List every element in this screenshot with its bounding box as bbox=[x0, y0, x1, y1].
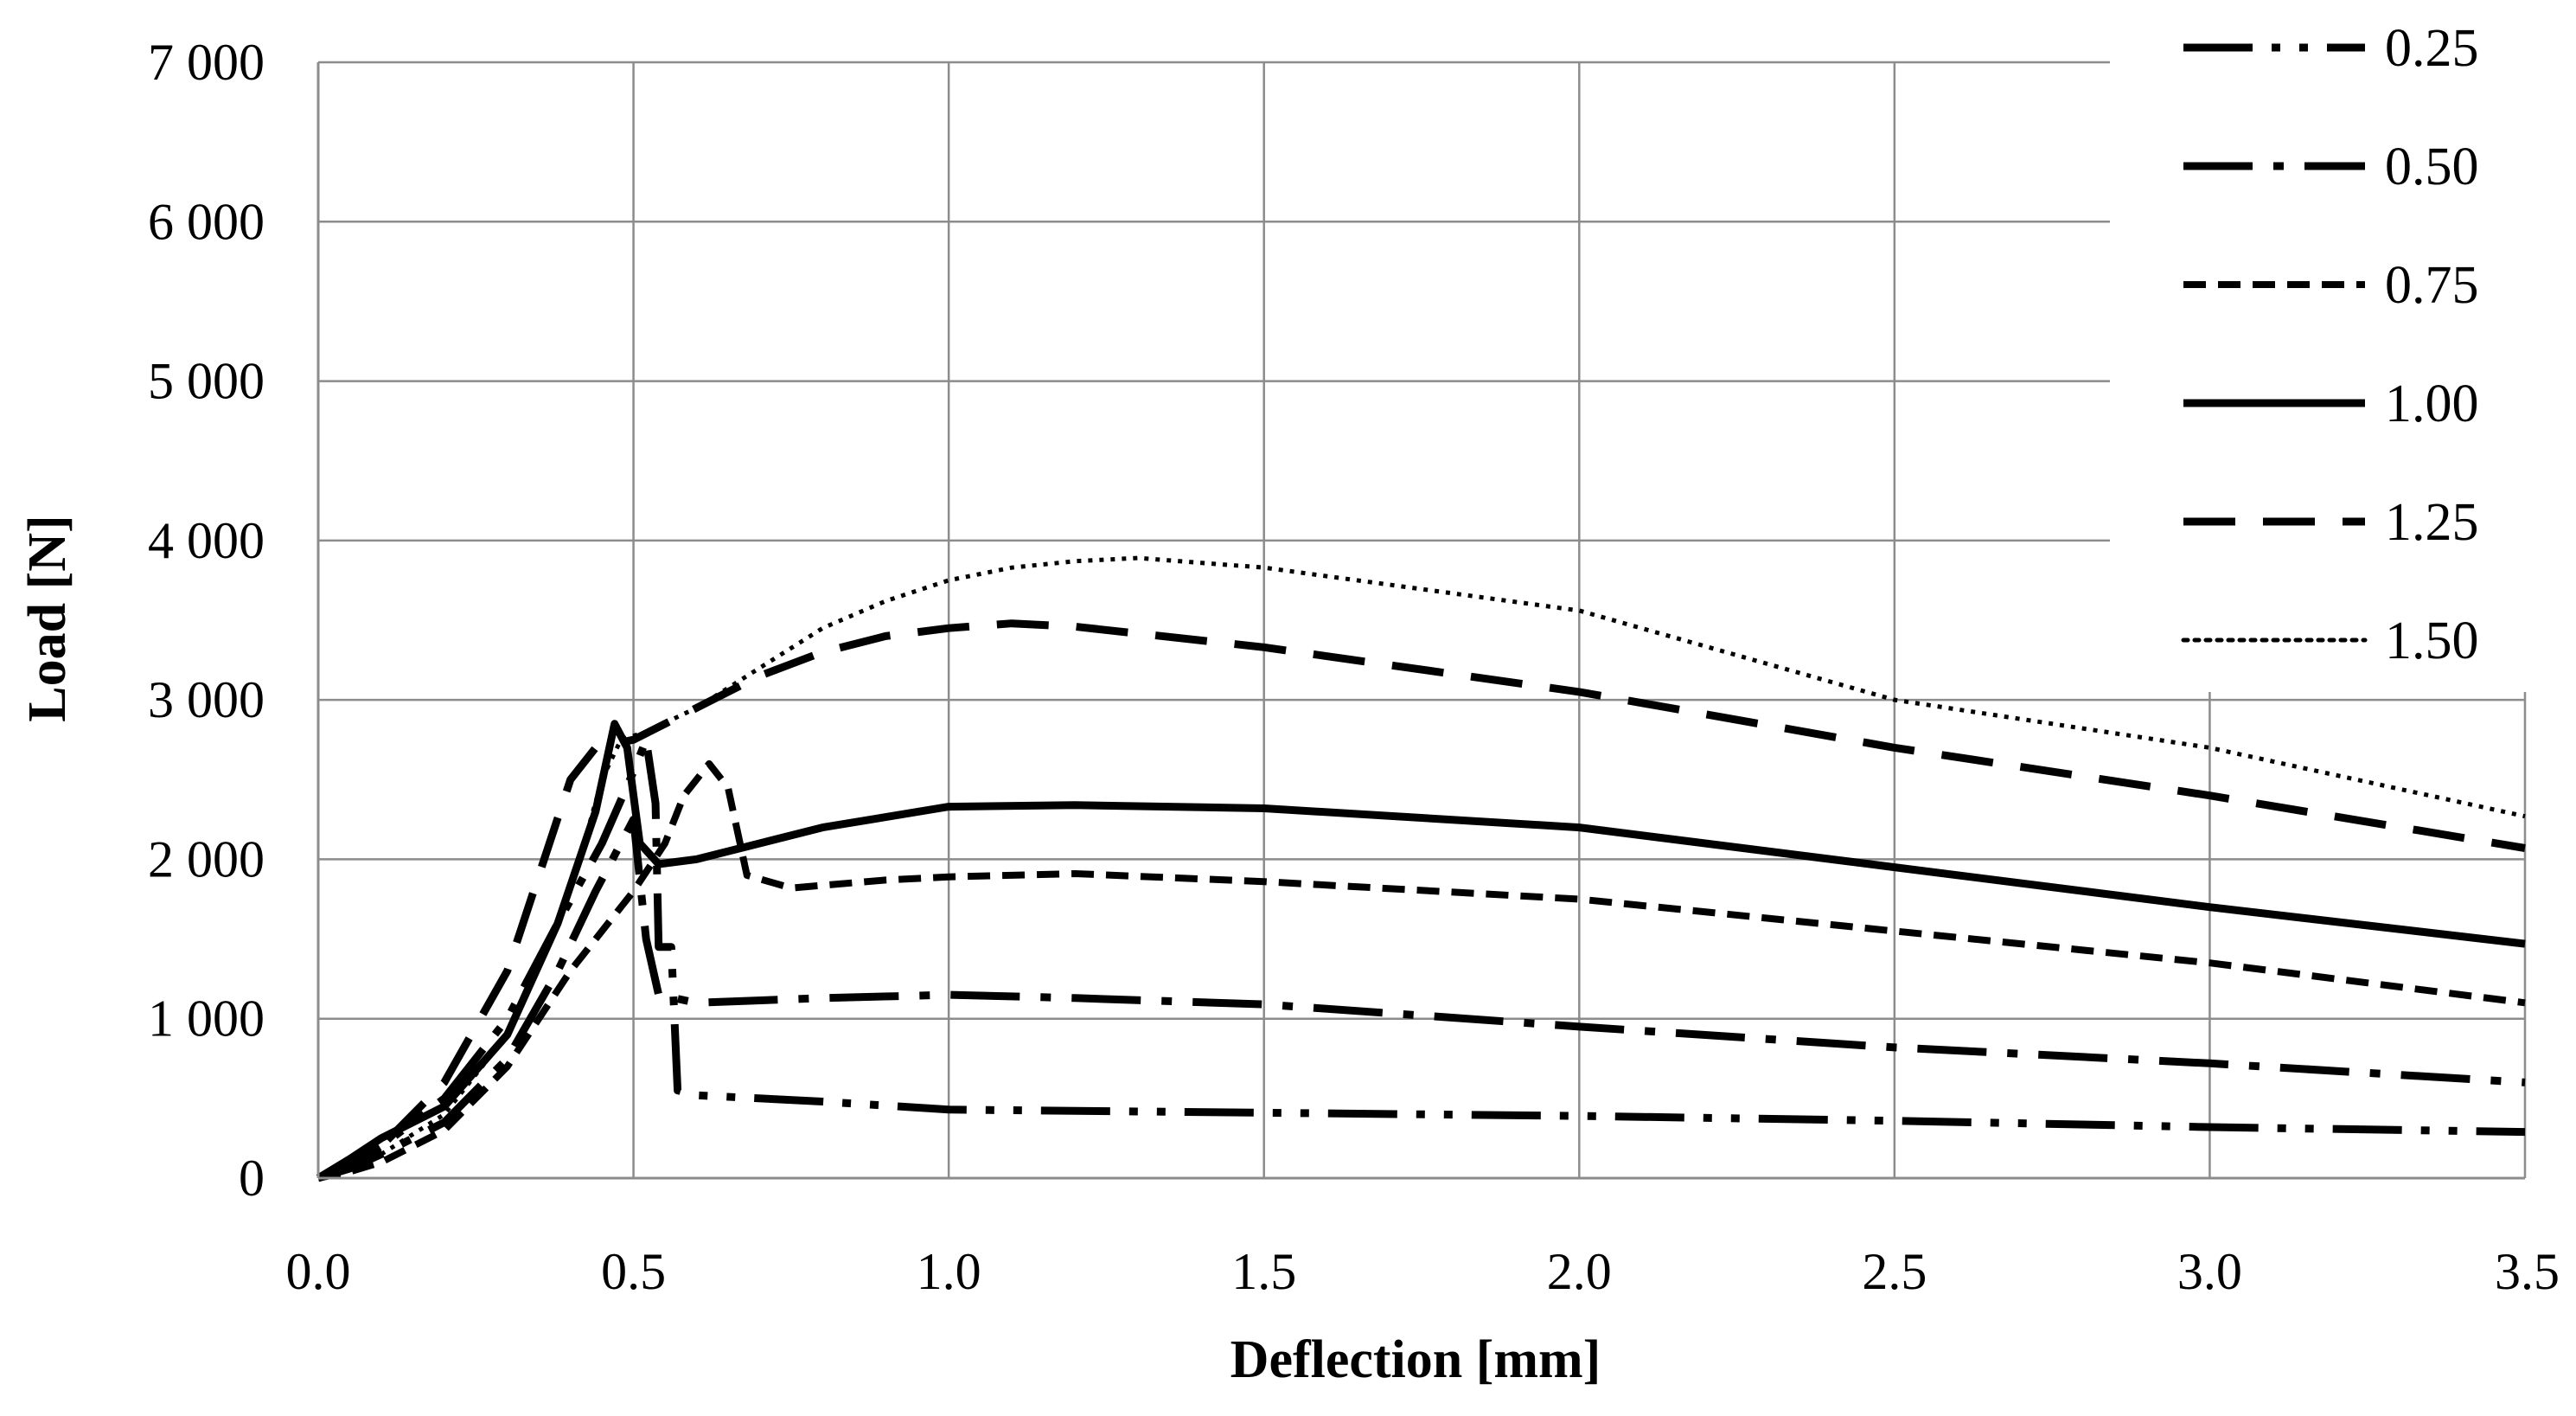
x-tick-label: 0.5 bbox=[601, 1243, 666, 1300]
x-tick-label: 3.5 bbox=[2495, 1243, 2560, 1300]
y-axis-title: Load [N] bbox=[18, 515, 77, 721]
legend-label-1.00: 1.00 bbox=[2385, 375, 2479, 433]
series-line-1.25 bbox=[316, 619, 2526, 1182]
series-line-0.50 bbox=[316, 815, 2526, 1182]
series-line-1.00 bbox=[316, 720, 2526, 1182]
y-tick-label: 7 000 bbox=[148, 34, 265, 91]
y-tick-label: 5 000 bbox=[148, 353, 265, 410]
series-line-1.50 bbox=[317, 555, 2526, 1181]
series-line-0.25 bbox=[316, 735, 2526, 1182]
legend-label-0.75: 0.75 bbox=[2385, 256, 2479, 315]
axes: 0 1 000 2 000 3 000 4 000 5 000 6 000 7 000 0.0 0… bbox=[148, 34, 2560, 1300]
y-tick-label: 1 000 bbox=[148, 990, 265, 1048]
series-lines bbox=[316, 555, 2526, 1182]
x-tick-label: 2.0 bbox=[1547, 1243, 1612, 1300]
x-axis-title: Deflection [mm] bbox=[1230, 1330, 1601, 1389]
legend-label-0.50: 0.50 bbox=[2385, 138, 2479, 196]
legend: 0.25 0.50 0.75 1.00 1.25 1.50 bbox=[2181, 19, 2479, 670]
y-tick-label: 2 000 bbox=[148, 830, 265, 887]
y-tick-label: 0 bbox=[239, 1150, 265, 1207]
legend-label-1.50: 1.50 bbox=[2385, 612, 2479, 670]
y-tick-label: 4 000 bbox=[148, 512, 265, 569]
x-tick-label: 1.5 bbox=[1231, 1243, 1296, 1300]
legend-label-0.25: 0.25 bbox=[2385, 19, 2479, 78]
y-tick-label: 3 000 bbox=[148, 671, 265, 728]
x-tick-label: 2.5 bbox=[1862, 1243, 1927, 1300]
legend-background bbox=[2110, 0, 2576, 692]
x-tick-label: 3.0 bbox=[2177, 1243, 2242, 1300]
legend-label-1.25: 1.25 bbox=[2385, 493, 2479, 552]
x-tick-label: 0.0 bbox=[286, 1243, 351, 1300]
y-tick-label: 6 000 bbox=[148, 193, 265, 250]
x-tick-label: 1.0 bbox=[917, 1243, 981, 1300]
